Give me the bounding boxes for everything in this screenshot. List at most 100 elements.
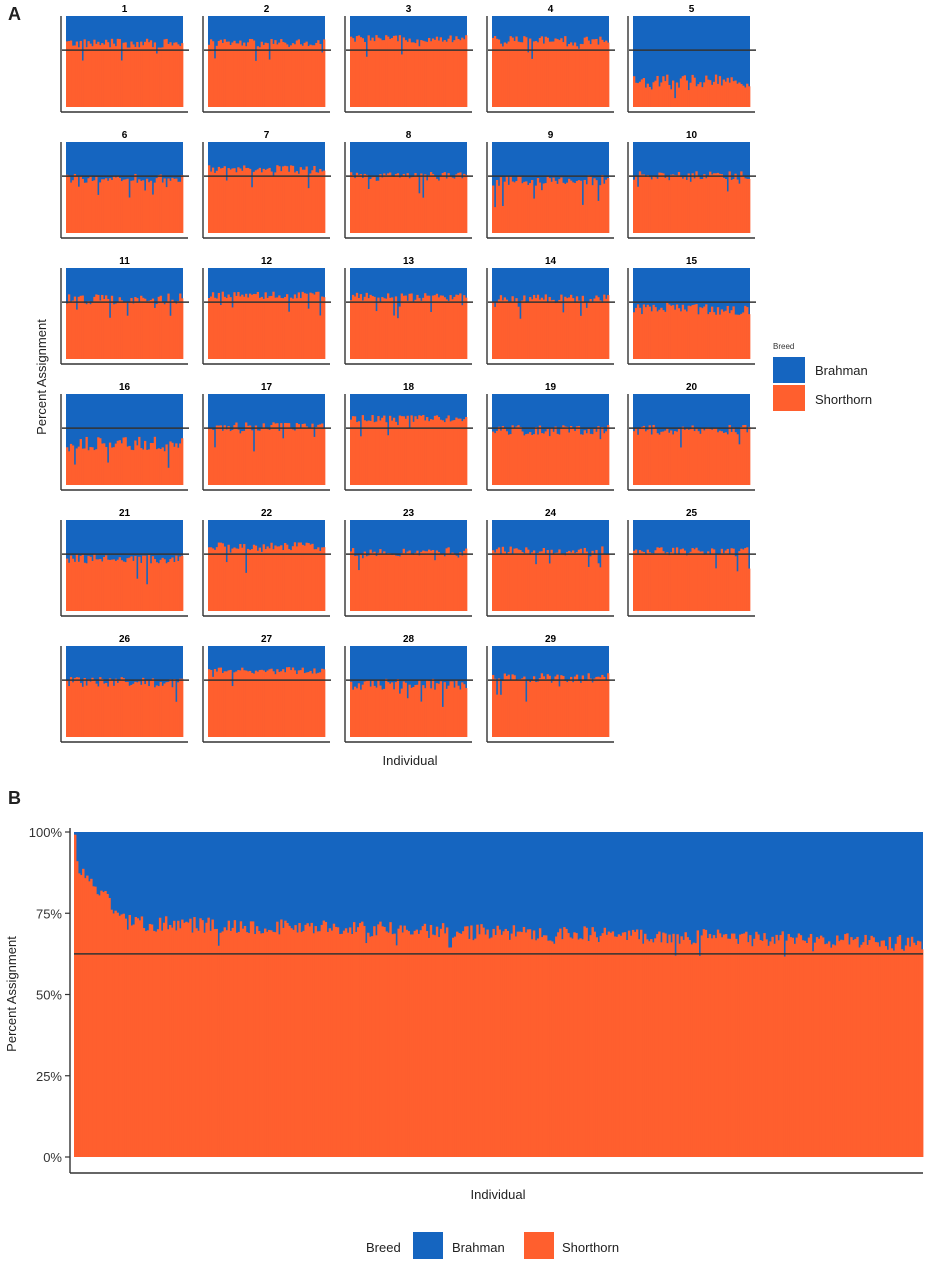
facet-shorthorn-bar	[693, 77, 696, 107]
facet-shorthorn-bar	[221, 291, 224, 359]
facet-shorthorn-bar	[375, 35, 378, 107]
facet-shorthorn-bar	[295, 674, 299, 737]
facet-shorthorn-bar	[603, 676, 606, 737]
facet-shorthorn-bar	[371, 552, 374, 611]
facet-shorthorn-bar	[581, 295, 584, 359]
facet-shorthorn-bar	[670, 305, 673, 359]
facet-shorthorn-bar	[673, 309, 677, 359]
panel-b-shorthorn-bar	[183, 922, 186, 1157]
facet-shorthorn-bar	[385, 422, 388, 485]
facet-3: 3	[344, 4, 473, 113]
facet-shorthorn-bar	[732, 427, 735, 485]
panel-b-shorthorn-bar	[676, 934, 679, 1157]
facet-shorthorn-bar	[284, 165, 287, 233]
panel-b-shorthorn-bar	[807, 937, 811, 1157]
facet-shorthorn-bar	[666, 428, 669, 485]
facet-shorthorn-bar	[260, 669, 263, 737]
facet-shorthorn-bar	[394, 682, 398, 737]
facet-shorthorn-bar	[120, 443, 123, 485]
panel-b-shorthorn-bar	[890, 948, 894, 1157]
facet-shorthorn-bar	[575, 181, 579, 233]
facet-shorthorn-bar	[142, 677, 145, 737]
facet-shorthorn-bar	[398, 177, 402, 233]
facet-shorthorn-bar	[734, 173, 737, 233]
facet-shorthorn-bar	[677, 172, 681, 233]
facet-shorthorn-bar	[157, 448, 160, 485]
panel-b-shorthorn-bar	[433, 935, 437, 1157]
facet-shorthorn-bar	[369, 40, 372, 107]
facet-shorthorn-bar	[532, 550, 536, 611]
facet-shorthorn-bar	[431, 174, 435, 233]
facet-shorthorn-bar	[105, 447, 108, 485]
facet-shorthorn-bar	[634, 307, 638, 359]
facet-shorthorn-bar	[662, 173, 665, 233]
facet-shorthorn-bar	[437, 417, 441, 485]
panel-b-shorthorn-bar	[160, 930, 164, 1157]
facet-shorthorn-bar	[404, 682, 407, 737]
panel-b-shorthorn-bar	[199, 918, 202, 1157]
facet-shorthorn-bar	[560, 427, 563, 485]
facet-shorthorn-bar	[736, 179, 739, 233]
facet-shorthorn-bar	[453, 554, 456, 611]
panel-b-shorthorn-bar	[431, 934, 435, 1157]
panel-b-shorthorn-bar	[452, 937, 455, 1157]
facet-shorthorn-bar	[350, 681, 353, 737]
facet-shorthorn-bar	[497, 547, 501, 611]
facet-shorthorn-bar	[646, 83, 649, 107]
facet-shorthorn-bar	[287, 171, 291, 233]
facet-shorthorn-bar	[505, 554, 508, 611]
facet-shorthorn-bar	[250, 39, 254, 107]
panel-b-shorthorn-bar	[605, 934, 609, 1157]
facet-shorthorn-bar	[451, 420, 454, 485]
facet-shorthorn-bar	[254, 170, 258, 233]
facet-shorthorn-bar	[390, 297, 394, 359]
facet-shorthorn-bar	[400, 416, 403, 485]
facet-shorthorn-bar	[585, 307, 588, 359]
facet-shorthorn-bar	[529, 297, 532, 359]
facet-shorthorn-bar	[402, 295, 405, 359]
facet-shorthorn-bar	[650, 311, 653, 359]
facet-shorthorn-bar	[740, 84, 743, 107]
facet-shorthorn-bar	[389, 683, 392, 737]
panel-b-shorthorn-bar	[757, 934, 760, 1157]
facet-shorthorn-bar	[636, 186, 640, 233]
panel-b-shorthorn-bar	[670, 942, 673, 1157]
facet-shorthorn-bar	[208, 428, 211, 485]
facet-shorthorn-bar	[591, 39, 594, 107]
facet-shorthorn-bar	[443, 556, 446, 611]
facet-shorthorn-bar	[402, 681, 405, 737]
facet-shorthorn-bar	[683, 309, 686, 359]
facet-shorthorn-bar	[309, 44, 312, 107]
panel-b-shorthorn-bar	[164, 916, 168, 1157]
panel-b-shorthorn-bar	[292, 929, 295, 1157]
facet-shorthorn-bar	[503, 42, 506, 107]
facet-shorthorn-bar	[79, 555, 82, 611]
facet-shorthorn-bar	[149, 680, 153, 737]
panel-b-shorthorn-bar	[694, 943, 697, 1157]
facet-shorthorn-bar	[179, 443, 182, 485]
facet-shorthorn-bar	[266, 297, 269, 359]
facet-shorthorn-bar	[303, 423, 306, 485]
facet-shorthorn-bar	[355, 36, 359, 107]
facet-shorthorn-bar	[130, 298, 133, 359]
facet-shorthorn-bar	[177, 44, 180, 107]
facet-shorthorn-bar	[546, 176, 549, 233]
facet-shorthorn-bar	[591, 185, 594, 233]
facet-shorthorn-bar	[270, 171, 273, 233]
facet-shorthorn-bar	[605, 298, 608, 359]
facet-shorthorn-bar	[677, 554, 681, 611]
panel-b-y-tick-label: 50%	[36, 988, 62, 1003]
facet-shorthorn-bar	[163, 683, 166, 737]
facet-shorthorn-bar	[552, 553, 555, 611]
facet-shorthorn-bar	[390, 420, 394, 485]
facet-shorthorn-bar	[670, 552, 673, 611]
facet-shorthorn-bar	[564, 680, 567, 737]
facet-shorthorn-bar	[595, 295, 598, 359]
facet-shorthorn-bar	[748, 426, 751, 485]
facet-shorthorn-bar	[91, 181, 94, 233]
panel-b-shorthorn-bar	[94, 886, 97, 1157]
facet-shorthorn-bar	[233, 292, 236, 359]
facet-shorthorn-bar	[579, 43, 583, 107]
facet-shorthorn-bar	[211, 429, 215, 485]
facet-shorthorn-bar	[568, 550, 571, 611]
